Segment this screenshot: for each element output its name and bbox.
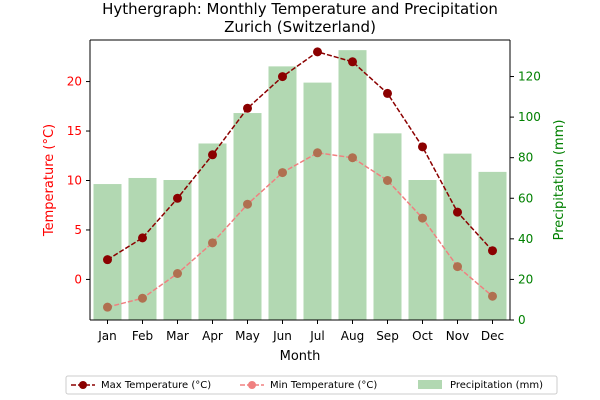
bar-precipitation-jun [268, 66, 297, 321]
point-min-jul [313, 148, 322, 158]
point-max-aug [348, 57, 357, 67]
x-tick-label: Mar [166, 329, 189, 343]
x-tick-label: Sep [376, 329, 399, 343]
point-min-sep [383, 175, 392, 185]
chart-title-line2: Zurich (Switzerland) [224, 18, 376, 36]
x-tick-label: Aug [341, 329, 364, 343]
legend-label-precip: Precipitation (mm) [450, 380, 543, 391]
point-min-jun [278, 168, 287, 178]
x-tick-label: Feb [132, 329, 153, 343]
point-min-nov [453, 262, 462, 272]
x-tick-label: Apr [202, 329, 223, 343]
point-max-oct [418, 142, 427, 152]
bar-precipitation-jan [93, 184, 122, 320]
x-tick-label: May [235, 329, 260, 343]
point-max-mar [173, 193, 182, 203]
chart-title-line1: Hythergraph: Monthly Temperature and Pre… [102, 0, 498, 18]
x-tick-label: Jul [309, 329, 324, 343]
legend-entry-min: Min Temperature (°C) [240, 380, 377, 391]
plot-area: Jan Feb Mar Apr May Jun Jul Aug Sep Oct Nov Dec 0 5 10… [67, 39, 541, 343]
bar-precipitation-may [233, 113, 262, 320]
legend: Max Temperature (°C) Min Temperature (°C… [65, 375, 558, 395]
x-tick-label: Jun [272, 329, 292, 343]
y-right-tick-label: 20 [518, 272, 533, 286]
y-axis-left-label: Temperature (°C) [42, 124, 57, 237]
point-max-dec [488, 246, 497, 256]
y-right-tick-label: 120 [518, 70, 541, 84]
point-max-jun [278, 72, 287, 82]
point-min-may [243, 199, 252, 209]
x-tick-label: Nov [446, 329, 469, 343]
bar-precipitation-oct [408, 180, 437, 320]
point-min-mar [173, 268, 182, 278]
x-axis-label: Month [280, 349, 321, 364]
x-tick-label: Dec [481, 329, 504, 343]
point-min-oct [418, 213, 427, 223]
point-min-jan [103, 302, 112, 312]
bar-precipitation-aug [338, 50, 367, 320]
y-right-tick-label: 60 [518, 191, 533, 205]
point-max-feb [138, 233, 147, 243]
y-axis-right-label: Precipitation (mm) [552, 120, 567, 241]
x-tick-label: Oct [412, 329, 433, 343]
point-max-jul [313, 47, 322, 57]
x-tick-label: Jan [97, 329, 117, 343]
point-min-feb [138, 293, 147, 303]
point-max-may [243, 103, 252, 113]
point-max-apr [208, 150, 217, 160]
bar-precipitation-apr [198, 143, 227, 320]
y-right-tick-label: 80 [518, 151, 533, 165]
y-right-tick-label: 40 [518, 232, 533, 246]
y-left-tick-label: 15 [67, 124, 82, 138]
y-left-tick-label: 5 [74, 223, 82, 237]
point-min-dec [488, 291, 497, 301]
line-max-temperature [107, 51, 494, 261]
legend-label-max: Max Temperature (°C) [101, 380, 211, 391]
point-max-sep [383, 88, 392, 98]
legend-entry-max: Max Temperature (°C) [71, 380, 211, 391]
legend-label-min: Min Temperature (°C) [270, 380, 377, 391]
point-max-jan [103, 255, 112, 265]
legend-entry-precip: Precipitation (mm) [418, 380, 543, 391]
y-right-tick-label: 100 [518, 110, 541, 124]
line-min-temperature [107, 152, 493, 308]
bar-precipitation-mar [163, 180, 192, 320]
y-right-tick-label: 0 [518, 313, 526, 327]
bar-precipitation-nov [443, 153, 472, 320]
y-left-tick-label: 0 [74, 272, 82, 286]
y-left-tick-label: 10 [67, 173, 82, 187]
point-min-aug [348, 153, 357, 163]
point-max-nov [453, 207, 462, 217]
y-left-tick-label: 20 [67, 75, 82, 89]
point-min-apr [208, 238, 217, 248]
bar-precipitation-jul [303, 82, 332, 320]
bar-precipitation-sep [373, 133, 402, 320]
